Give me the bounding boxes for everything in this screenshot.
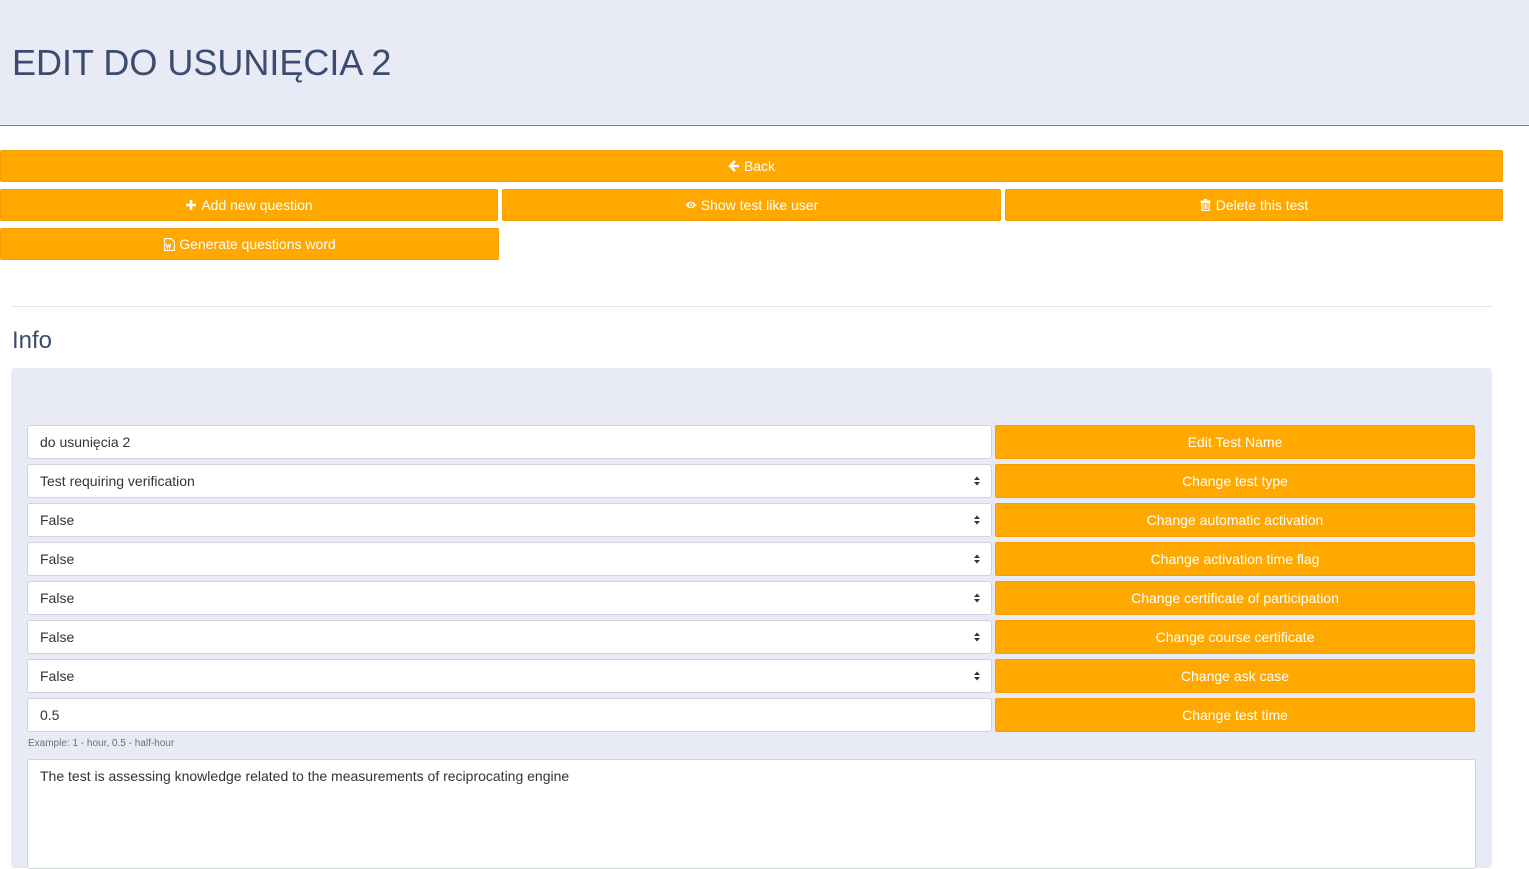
test-name-value: do usunięcia 2 (40, 434, 131, 450)
ask-case-value: False (40, 668, 75, 684)
change-test-time-button[interactable]: Change test time (995, 698, 1475, 732)
page-header: EDIT DO USUNIĘCIA 2 (0, 0, 1529, 126)
automatic-activation-value: False (40, 512, 75, 528)
back-button-label: Back (743, 158, 776, 174)
add-question-button[interactable]: Add new question (0, 189, 498, 221)
change-ask-case-label: Change ask case (1180, 668, 1290, 684)
automatic-activation-select[interactable]: False (27, 503, 992, 537)
change-course-certificate-label: Change course certificate (1155, 629, 1315, 645)
generate-word-button[interactable]: Generate questions word (0, 228, 499, 260)
section-divider (11, 306, 1493, 307)
change-certificate-participation-label: Change certificate of participation (1131, 590, 1339, 606)
change-test-type-label: Change test type (1182, 473, 1288, 489)
delete-test-button[interactable]: Delete this test (1005, 189, 1503, 221)
word-file-icon (163, 237, 175, 251)
test-time-hint: Example: 1 - hour, 0.5 - half-hour (28, 738, 175, 749)
change-automatic-activation-label: Change automatic activation (1146, 512, 1324, 528)
description-text: The test is assessing knowledge related … (40, 768, 570, 784)
show-test-label: Show test like user (700, 197, 819, 213)
eye-icon (685, 199, 697, 211)
certificate-participation-select[interactable]: False (27, 581, 992, 615)
add-question-label: Add new question (201, 197, 313, 213)
test-name-input[interactable]: do usunięcia 2 (27, 425, 992, 459)
select-arrows-icon (974, 593, 980, 603)
edit-test-name-label: Edit Test Name (1187, 434, 1283, 450)
select-arrows-icon (974, 476, 980, 486)
arrow-left-icon (728, 160, 740, 172)
test-time-input[interactable]: 0.5 (27, 698, 992, 732)
select-arrows-icon (974, 632, 980, 642)
test-time-value: 0.5 (40, 707, 60, 723)
change-certificate-participation-button[interactable]: Change certificate of participation (995, 581, 1475, 615)
certificate-participation-value: False (40, 590, 75, 606)
course-certificate-select[interactable]: False (27, 620, 992, 654)
change-course-certificate-button[interactable]: Change course certificate (995, 620, 1475, 654)
test-type-select[interactable]: Test requiring verification (27, 464, 992, 498)
change-activation-time-flag-label: Change activation time flag (1150, 551, 1320, 567)
trash-icon (1200, 199, 1212, 211)
ask-case-select[interactable]: False (27, 659, 992, 693)
delete-test-label: Delete this test (1215, 197, 1309, 213)
select-arrows-icon (974, 671, 980, 681)
info-section-title: Info (12, 327, 53, 354)
change-automatic-activation-button[interactable]: Change automatic activation (995, 503, 1475, 537)
plus-icon (185, 199, 197, 211)
activation-time-flag-select[interactable]: False (27, 542, 992, 576)
description-textarea[interactable]: The test is assessing knowledge related … (27, 759, 1476, 869)
change-ask-case-button[interactable]: Change ask case (995, 659, 1475, 693)
change-test-type-button[interactable]: Change test type (995, 464, 1475, 498)
edit-test-name-button[interactable]: Edit Test Name (995, 425, 1475, 459)
test-type-value: Test requiring verification (40, 473, 195, 489)
select-arrows-icon (974, 515, 980, 525)
change-activation-time-flag-button[interactable]: Change activation time flag (995, 542, 1475, 576)
course-certificate-value: False (40, 629, 75, 645)
activation-time-flag-value: False (40, 551, 75, 567)
page-title: EDIT DO USUNIĘCIA 2 (12, 42, 392, 83)
show-test-button[interactable]: Show test like user (502, 189, 1001, 221)
change-test-time-label: Change test time (1182, 707, 1288, 723)
back-button[interactable]: Back (0, 150, 1503, 182)
generate-word-label: Generate questions word (179, 236, 336, 252)
select-arrows-icon (974, 554, 980, 564)
